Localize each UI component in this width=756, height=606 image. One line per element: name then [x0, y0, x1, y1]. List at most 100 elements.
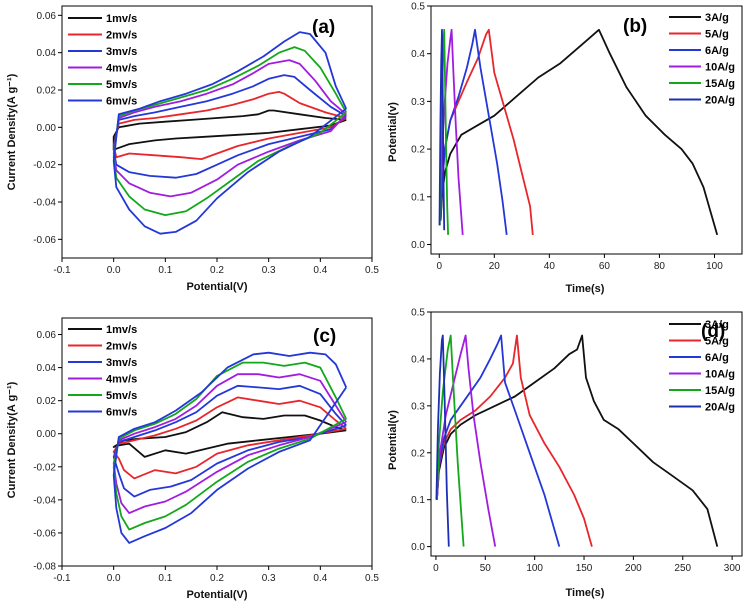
panel-d-series-5ag [436, 334, 593, 547]
panel-d-ytick-label: 0.3 [411, 401, 425, 412]
panel-c-legend-label: 4mv/s [106, 374, 137, 386]
panel-b-legend-label: 6A/g [705, 45, 729, 57]
panel-a-legend: 1mv/s 2mv/s 3mv/s 4mv/s 5mv/s 6mv/s [68, 13, 137, 108]
panel-d-ytick-label: 0.0 [411, 542, 425, 553]
panel-c-ytick-label: -0.08 [33, 562, 56, 573]
panel-c-xtick-label: 0.5 [365, 573, 379, 584]
panel-c-ytick-label: 0.04 [37, 363, 57, 374]
panel-a-legend-label: 2mv/s [106, 30, 137, 42]
panel-b-label: (b) [623, 16, 647, 37]
panel-b-xtick-label: 40 [544, 261, 556, 272]
panel-d-xtick-label: 200 [625, 563, 642, 574]
panel-a-xlabel: Potential(V) [186, 281, 247, 293]
panel-c-xtick-label: 0.4 [313, 573, 327, 584]
panel-a: 1mv/s 2mv/s 3mv/s 4mv/s 5mv/s 6mv/s (a) Poten… [6, 5, 379, 293]
panel-a-legend-label: 4mv/s [106, 63, 137, 75]
panel-a-ytick-label: 0.06 [37, 11, 57, 22]
panel-c-legend-label: 5mv/s [106, 390, 137, 402]
panel-c-label: (c) [313, 326, 336, 347]
panel-a-xtick-label: 0.0 [107, 265, 121, 276]
panel-b-xtick-label: 60 [599, 261, 611, 272]
panel-a-ytick-label: 0.00 [37, 123, 57, 134]
panel-a-xtick-label: 0.4 [313, 265, 327, 276]
panel-a-xtick-label: 0.3 [262, 265, 276, 276]
panel-a-xtick-label: 0.5 [365, 265, 379, 276]
panel-b-legend-label: 10A/g [705, 62, 735, 74]
panel-b-xlabel: Time(s) [566, 283, 605, 295]
panel-b-series-20ag [438, 28, 446, 231]
panel-d-ytick-label: 0.2 [411, 448, 425, 459]
panel-a-ytick-label: -0.04 [33, 198, 56, 209]
panel-a-ytick-label: 0.02 [37, 86, 57, 97]
panel-c-ytick-label: 0.02 [37, 396, 57, 407]
panel-b-ylabel: Potential(v) [387, 102, 399, 162]
panel-d-xtick-label: 0 [433, 563, 439, 574]
panel-c-legend-label: 6mv/s [106, 407, 137, 419]
panel-c-xtick-label: 0.2 [210, 573, 224, 584]
panel-c-legend-label: 2mv/s [106, 341, 137, 353]
panel-b-series-3ag [439, 28, 719, 236]
panel-a-legend-label: 1mv/s [106, 13, 137, 25]
panel-d-legend-label: 6A/g [705, 352, 729, 364]
panel-a-ytick-label: -0.02 [33, 160, 56, 171]
panel-d-legend: 3A/g 5A/g 6A/g 10A/g 15A/g 20A/g [669, 319, 735, 414]
panel-d-legend-label: 20A/g [705, 402, 735, 414]
panel-d-xlabel: Time(s) [566, 587, 605, 599]
panel-d-ylabel: Potential(v) [387, 410, 399, 470]
panel-c-xtick-label: 0.0 [107, 573, 121, 584]
panel-d-xtick-label: 100 [526, 563, 543, 574]
panel-b-series-5ag [439, 28, 534, 235]
panel-b-series-6ag [439, 28, 508, 236]
panel-c-xlabel: Potential(V) [186, 589, 247, 601]
panel-d-series-10ag [436, 334, 497, 547]
panel-d-series-15ag [436, 334, 465, 547]
panel-b-ytick-label: 0.3 [411, 97, 425, 108]
panel-c-legend-label: 1mv/s [106, 324, 137, 336]
panel-c-ylabel: Current Density(A g⁻¹) [6, 381, 18, 498]
panel-d-series-3ag [436, 334, 719, 547]
panel-d-ytick-label: 0.5 [411, 308, 425, 319]
panel-d-ytick-label: 0.1 [411, 495, 425, 506]
panel-a-xtick-label: -0.1 [53, 265, 71, 276]
panel-b-xtick-label: 100 [706, 261, 723, 272]
panel-d-legend-label: 3A/g [705, 319, 729, 331]
panel-c: 1mv/s 2mv/s 3mv/s 4mv/s 5mv/s 6mv/s (c) Poten… [6, 317, 379, 601]
panel-b-ytick-label: 0.4 [411, 49, 425, 60]
panel-a-ytick-label: -0.06 [33, 235, 56, 246]
panel-a-series-3mvs [112, 74, 347, 179]
panel-c-ytick-label: -0.06 [33, 528, 56, 539]
panel-c-ytick-label: 0.00 [37, 429, 57, 440]
panel-d-frame [430, 311, 743, 557]
panel-b-legend-label: 15A/g [705, 78, 735, 90]
panel-a-ytick-label: 0.04 [37, 48, 57, 59]
panel-b-legend: 3A/g 5A/g 6A/g 10A/g 15A/g 20A/g [669, 12, 735, 107]
panel-c-ytick-label: -0.04 [33, 495, 56, 506]
panel-d-xtick-label: 150 [576, 563, 593, 574]
panel-b-xtick-label: 0 [436, 261, 442, 272]
panel-b-legend-label: 5A/g [705, 29, 729, 41]
panel-a-ylabel: Current Density(A g⁻¹) [6, 73, 18, 190]
panel-a-legend-label: 6mv/s [106, 96, 137, 108]
panel-a-xtick-label: 0.1 [158, 265, 172, 276]
panel-c-series-5mvs [112, 361, 348, 531]
panel-c-legend: 1mv/s 2mv/s 3mv/s 4mv/s 5mv/s 6mv/s [68, 324, 137, 419]
panel-d-label: (d) [701, 321, 725, 342]
panel-c-ytick-label: -0.02 [33, 462, 56, 473]
panel-d-ytick-label: 0.4 [411, 354, 425, 365]
panel-b-series-15ag [438, 28, 449, 235]
panel-c-series-6mvs [112, 351, 348, 544]
panel-b-series-10ag [439, 28, 464, 235]
panel-b-frame [430, 5, 743, 255]
panel-a-xtick-label: 0.2 [210, 265, 224, 276]
panel-a-series-2mvs [112, 91, 347, 160]
panel-b-ytick-label: 0.0 [411, 240, 425, 251]
panel-d-xtick-label: 250 [674, 563, 691, 574]
panel-b-legend-label: 20A/g [705, 95, 735, 107]
panel-b-ytick-label: 0.2 [411, 145, 425, 156]
panel-c-legend-label: 3mv/s [106, 357, 137, 369]
panel-b-ytick-label: 0.1 [411, 192, 425, 203]
panel-c-xtick-label: 0.1 [158, 573, 172, 584]
panel-d-legend-label: 5A/g [705, 336, 729, 348]
